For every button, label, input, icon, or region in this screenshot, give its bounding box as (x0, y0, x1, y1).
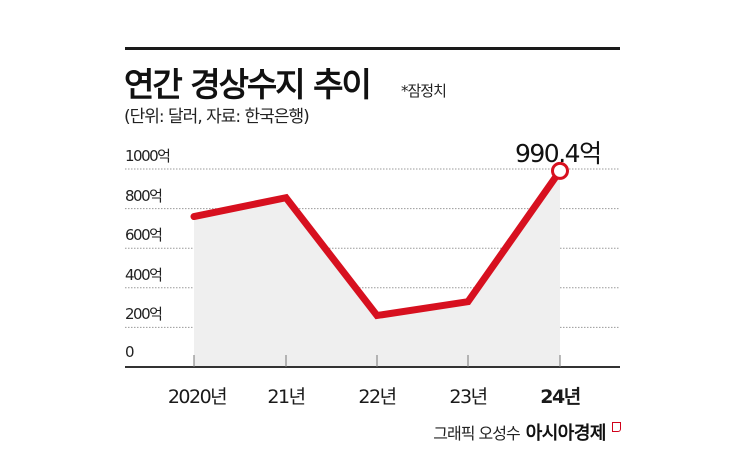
y-label-1000: 1000억 (125, 147, 171, 165)
y-label-0: 0 (125, 343, 135, 361)
provisional-note: *잠정치 (401, 82, 447, 100)
y-label-600: 600억 (125, 226, 163, 244)
credit: 그래픽 오성수 아시아경제 (433, 419, 621, 445)
value-callout-2024: 990.4억 (515, 139, 602, 168)
brand-mark-icon (612, 422, 621, 432)
x-label-2024: 24년 (540, 386, 581, 408)
graphic-credit: 그래픽 오성수 (433, 424, 520, 443)
endpoint-marker (551, 161, 569, 180)
area-fill (194, 170, 560, 367)
x-label-2020: 2020년 (167, 386, 228, 408)
x-label-2022: 22년 (358, 386, 397, 408)
chart-subtitle: (단위: 달러, 자료: 한국은행) (124, 107, 310, 127)
top-rule (125, 47, 620, 50)
chart-title: 연간 경상수지 추이 (124, 65, 372, 104)
x-label-2021: 21년 (267, 386, 306, 408)
y-label-200: 200억 (125, 305, 163, 323)
y-label-400: 400억 (125, 266, 163, 284)
data-line (190, 167, 564, 320)
x-label-2023: 23년 (449, 386, 488, 408)
y-label-800: 800억 (125, 187, 163, 205)
x-axis-ticks (193, 355, 561, 367)
brand-logo: 아시아경제 (525, 423, 607, 444)
